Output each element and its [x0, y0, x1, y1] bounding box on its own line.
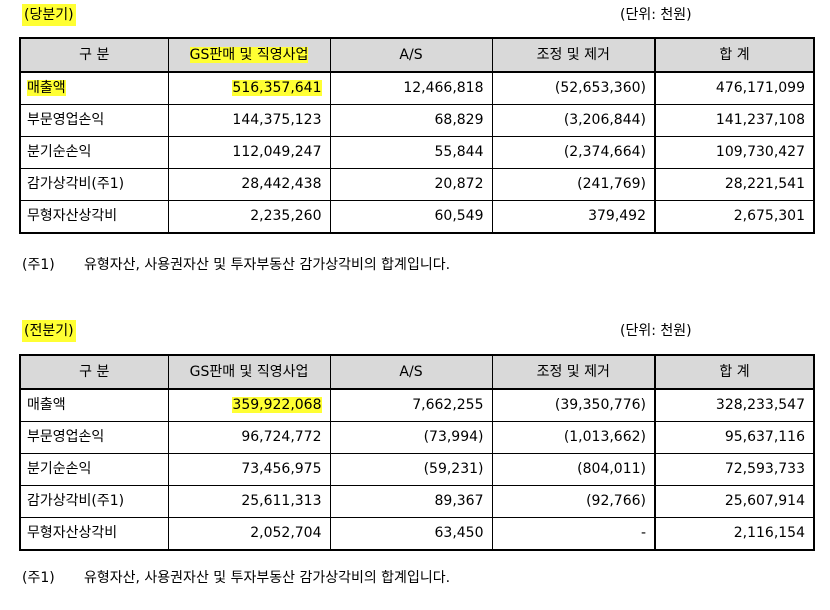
cell-adjustment: (241,769)	[491, 168, 656, 201]
cell-as: 68,829	[329, 104, 493, 137]
cell-total: 2,675,301	[654, 200, 815, 234]
segment-table: 구 분 GS판매 및 직영사업 A/S 조정 및 제거 합 계 매출액 516,…	[19, 37, 815, 234]
cell-total: 2,116,154	[654, 517, 815, 551]
cell-as: (73,994)	[329, 421, 493, 454]
cell-as: 20,872	[329, 168, 493, 201]
row-label: 무형자산상각비	[19, 200, 169, 234]
cell-adjustment: (804,011)	[491, 453, 656, 486]
header-gs-sales: GS판매 및 직영사업	[167, 37, 331, 73]
header-adjustment: 조정 및 제거	[491, 37, 656, 73]
cell-total: 95,637,116	[654, 421, 815, 454]
segment-table: 구 분 GS판매 및 직영사업 A/S 조정 및 제거 합 계 매출액 359,…	[19, 354, 815, 551]
cell-as: 7,662,255	[329, 388, 493, 422]
cell-total: 109,730,427	[654, 136, 815, 169]
cell-total: 25,607,914	[654, 485, 815, 518]
cell-gs-sales: 96,724,772	[167, 421, 331, 454]
cell-total: 476,171,099	[654, 71, 815, 105]
cell-adjustment: (3,206,844)	[491, 104, 656, 137]
table-row: 무형자산상각비 2,052,704 63,450 - 2,116,154	[19, 517, 815, 551]
cell-gs-sales: 144,375,123	[167, 104, 331, 137]
cell-gs-sales: 28,442,438	[167, 168, 331, 201]
cell-gs-sales: 2,052,704	[167, 517, 331, 551]
table-row: 감가상각비(주1) 28,442,438 20,872 (241,769) 28…	[19, 168, 815, 201]
cell-total: 72,593,733	[654, 453, 815, 486]
unit-label: (단위: 천원)	[620, 7, 692, 23]
cell-gs-sales: 25,611,313	[167, 485, 331, 518]
cell-as: 60,549	[329, 200, 493, 234]
table-row: 감가상각비(주1) 25,611,313 89,367 (92,766) 25,…	[19, 485, 815, 518]
section-title: (전분기)	[22, 320, 76, 342]
row-label: 분기순손익	[19, 136, 169, 169]
cell-as: 89,367	[329, 485, 493, 518]
cell-gs-sales: 112,049,247	[167, 136, 331, 169]
cell-total: 28,221,541	[654, 168, 815, 201]
row-label: 매출액	[19, 71, 169, 105]
header-category: 구 분	[19, 354, 169, 390]
footnote: (주1) 유형자산, 사용권자산 및 투자부동산 감가상각비의 합계입니다.	[22, 256, 450, 274]
footnote-tag: (주1)	[22, 257, 55, 273]
footnote-text: 유형자산, 사용권자산 및 투자부동산 감가상각비의 합계입니다.	[84, 570, 451, 586]
table-row: 분기순손익 73,456,975 (59,231) (804,011) 72,5…	[19, 453, 815, 486]
cell-adjustment: -	[491, 517, 656, 551]
cell-adjustment: (2,374,664)	[491, 136, 656, 169]
row-label: 매출액	[19, 388, 169, 422]
header-as: A/S	[329, 354, 493, 390]
header-category: 구 분	[19, 37, 169, 73]
cell-gs-sales: 2,235,260	[167, 200, 331, 234]
cell-adjustment: (52,653,360)	[491, 71, 656, 105]
cell-adjustment: (1,013,662)	[491, 421, 656, 454]
table-row: 매출액 516,357,641 12,466,818 (52,653,360) …	[19, 71, 815, 105]
table-header-row: 구 분 GS판매 및 직영사업 A/S 조정 및 제거 합 계	[19, 37, 815, 73]
row-label: 감가상각비(주1)	[19, 485, 169, 518]
row-label: 감가상각비(주1)	[19, 168, 169, 201]
cell-as: 55,844	[329, 136, 493, 169]
row-label: 부문영업손익	[19, 104, 169, 137]
cell-as: 63,450	[329, 517, 493, 551]
row-label: 부문영업손익	[19, 421, 169, 454]
cell-gs-sales: 73,456,975	[167, 453, 331, 486]
header-as: A/S	[329, 37, 493, 73]
table-row: 부문영업손익 96,724,772 (73,994) (1,013,662) 9…	[19, 421, 815, 454]
section-title: (당분기)	[22, 4, 76, 26]
row-label: 무형자산상각비	[19, 517, 169, 551]
footnote: (주1) 유형자산, 사용권자산 및 투자부동산 감가상각비의 합계입니다.	[22, 569, 450, 587]
row-label: 분기순손익	[19, 453, 169, 486]
footnote-text: 유형자산, 사용권자산 및 투자부동산 감가상각비의 합계입니다.	[84, 257, 451, 273]
cell-adjustment: (92,766)	[491, 485, 656, 518]
table-row: 분기순손익 112,049,247 55,844 (2,374,664) 109…	[19, 136, 815, 169]
cell-as: (59,231)	[329, 453, 493, 486]
cell-as: 12,466,818	[329, 71, 493, 105]
unit-label: (단위: 천원)	[620, 323, 692, 339]
header-total: 합 계	[654, 37, 815, 73]
cell-adjustment: 379,492	[491, 200, 656, 234]
cell-total: 141,237,108	[654, 104, 815, 137]
table-row: 무형자산상각비 2,235,260 60,549 379,492 2,675,3…	[19, 200, 815, 234]
table-row: 매출액 359,922,068 7,662,255 (39,350,776) 3…	[19, 388, 815, 422]
cell-adjustment: (39,350,776)	[491, 388, 656, 422]
cell-gs-sales: 516,357,641	[167, 71, 331, 105]
table-row: 부문영업손익 144,375,123 68,829 (3,206,844) 14…	[19, 104, 815, 137]
header-adjustment: 조정 및 제거	[491, 354, 656, 390]
cell-gs-sales: 359,922,068	[167, 388, 331, 422]
footnote-tag: (주1)	[22, 570, 55, 586]
header-total: 합 계	[654, 354, 815, 390]
cell-total: 328,233,547	[654, 388, 815, 422]
header-gs-sales: GS판매 및 직영사업	[167, 354, 331, 390]
table-header-row: 구 분 GS판매 및 직영사업 A/S 조정 및 제거 합 계	[19, 354, 815, 390]
